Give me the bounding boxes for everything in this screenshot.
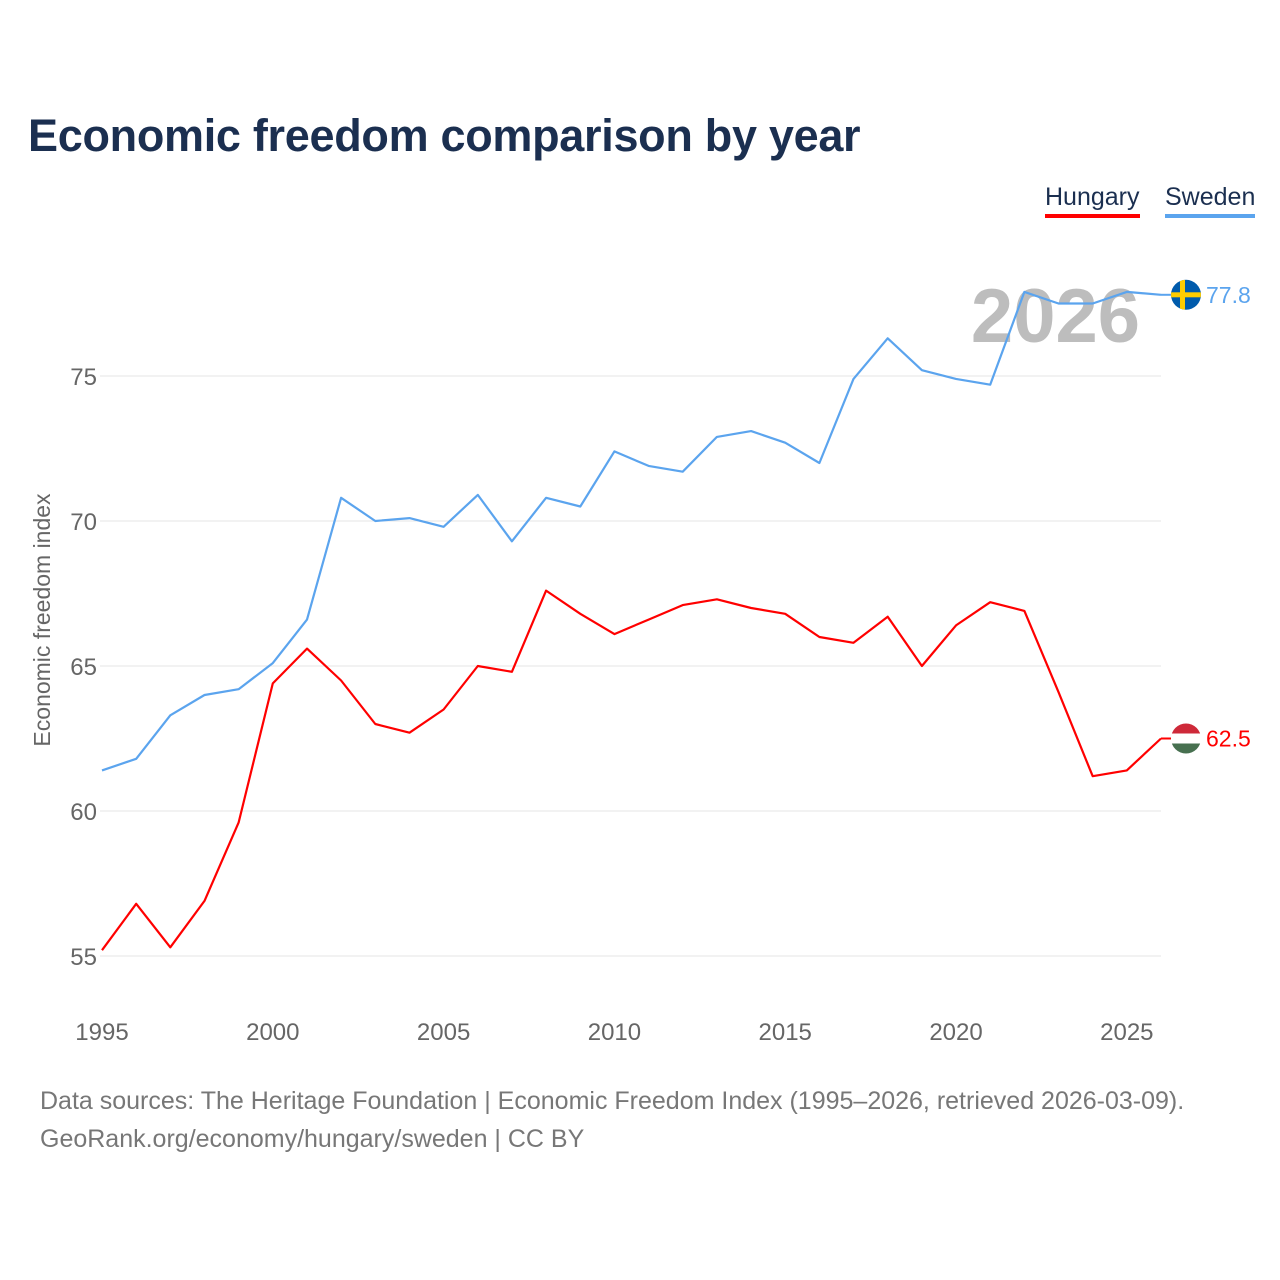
flag-cross-v xyxy=(1180,279,1185,310)
end-value-label-sweden: 77.8 xyxy=(1206,282,1251,308)
x-tick-label: 2010 xyxy=(588,1019,641,1046)
y-tick-label: 55 xyxy=(70,944,97,971)
current-year-watermark: 2026 xyxy=(971,274,1140,359)
legend-item-hungary[interactable]: Hungary xyxy=(1045,183,1140,218)
legend-item-sweden[interactable]: Sweden xyxy=(1165,183,1256,218)
x-tick-label: 2005 xyxy=(417,1019,470,1046)
y-tick-label: 65 xyxy=(70,654,97,681)
x-tick-label: 1995 xyxy=(75,1019,128,1046)
x-tick-label: 2020 xyxy=(929,1019,982,1046)
y-tick-label: 75 xyxy=(70,364,97,391)
footer-source: Data sources: The Heritage Foundation | … xyxy=(40,1087,1185,1115)
series-line-hungary xyxy=(101,589,1162,951)
x-tick-label: 2015 xyxy=(759,1019,812,1046)
end-value-label-hungary: 62.5 xyxy=(1206,726,1251,752)
flag-cross-h xyxy=(1171,292,1201,298)
footer-credit: GeoRank.org/economy/hungary/sweden | CC … xyxy=(40,1125,585,1153)
y-axis-label: Economic freedom index xyxy=(29,493,55,747)
hungary-flag-icon xyxy=(1171,723,1201,734)
x-tick-label: 2025 xyxy=(1100,1019,1153,1046)
flag-stripe-green xyxy=(1171,743,1201,754)
y-tick-label: 60 xyxy=(70,799,97,826)
x-tick-label: 2000 xyxy=(246,1019,299,1046)
flag-stripe-white xyxy=(1171,733,1201,744)
series-line-sweden xyxy=(101,290,1162,772)
chart-title: Economic freedom comparison by year xyxy=(28,110,861,161)
y-tick-label: 70 xyxy=(70,509,97,536)
